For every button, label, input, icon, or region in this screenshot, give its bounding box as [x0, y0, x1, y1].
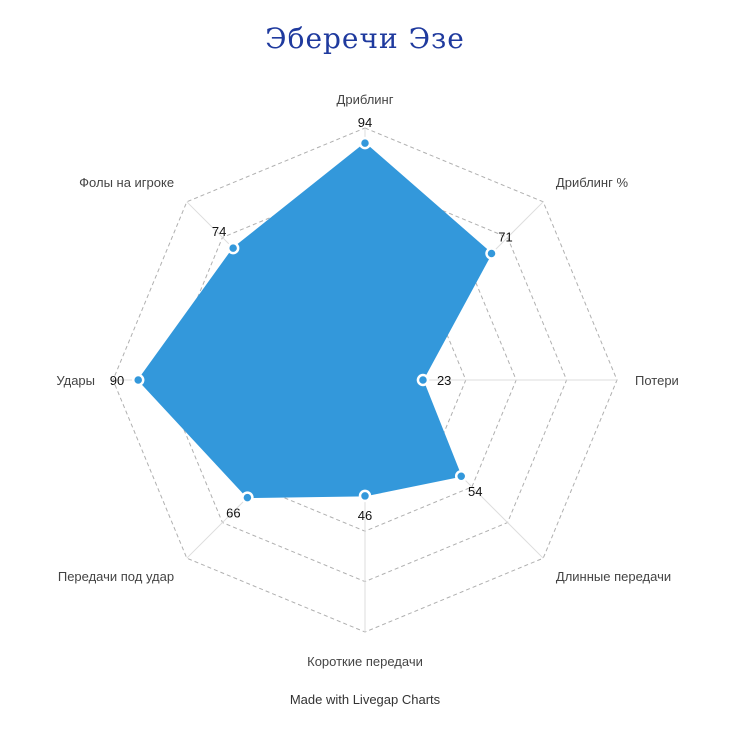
data-point-0[interactable]	[358, 136, 372, 150]
data-point-5[interactable]	[241, 491, 254, 504]
value-label-3: 54	[468, 484, 482, 499]
axis-label-4: Короткие передачи	[307, 654, 423, 669]
value-label-0: 94	[358, 115, 372, 130]
axis-labels: Дриблинг Дриблинг % Потери Длинные передачи…	[56, 92, 678, 669]
axis-label-6: Удары	[56, 373, 95, 388]
axis-label-0: Дриблинг	[337, 92, 394, 107]
chart-title: Эберечи Эзе	[265, 22, 465, 55]
data-point-2[interactable]	[416, 373, 430, 387]
axis-label-3: Длинные передачи	[556, 569, 671, 584]
data-points	[131, 136, 498, 504]
data-point-1[interactable]	[485, 247, 498, 260]
axis-label-5: Передачи под удар	[58, 569, 174, 584]
value-label-2: 23	[437, 373, 451, 388]
data-point-7[interactable]	[226, 241, 240, 255]
value-label-5: 66	[226, 506, 240, 521]
value-label-6: 90	[110, 373, 124, 388]
data-point-6[interactable]	[131, 373, 145, 387]
value-labels: 94 71 23 54 46 66 90 74	[110, 115, 513, 523]
value-label-7: 74	[212, 224, 226, 239]
axis-label-2: Потери	[635, 373, 679, 388]
axis-label-7: Фолы на игроке	[79, 175, 174, 190]
footer-credit: Made with Livegap Charts	[289, 692, 441, 707]
data-point-4[interactable]	[358, 489, 372, 503]
data-area	[137, 142, 493, 499]
value-label-4: 46	[358, 508, 372, 523]
value-label-1: 71	[498, 229, 512, 244]
data-area-polygon	[137, 142, 493, 499]
data-point-3[interactable]	[454, 469, 468, 483]
axis-label-1: Дриблинг %	[556, 175, 629, 190]
